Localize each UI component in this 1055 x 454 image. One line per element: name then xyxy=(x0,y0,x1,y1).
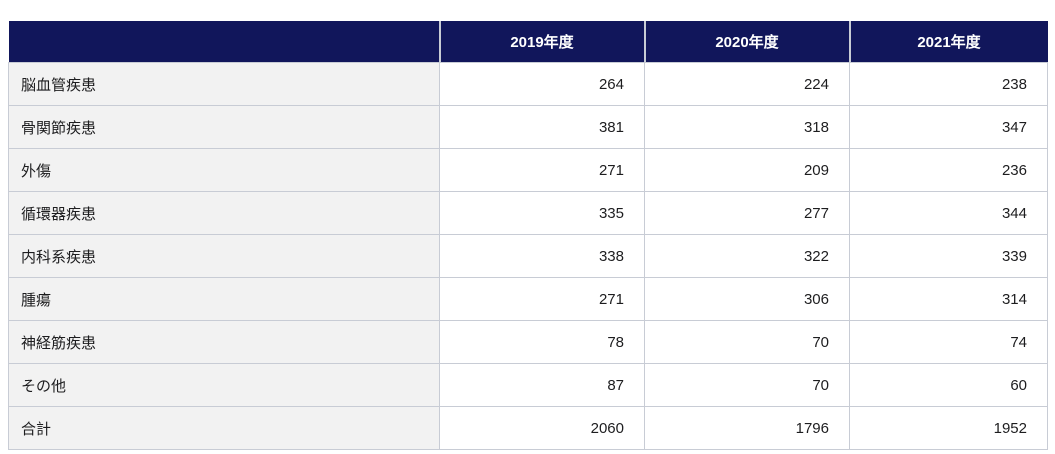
data-cell: 78 xyxy=(439,320,645,364)
row-label: 骨関節疾患 xyxy=(8,105,440,149)
data-cell: 74 xyxy=(849,320,1048,364)
row-label: 内科系疾患 xyxy=(8,234,440,278)
data-cell: 70 xyxy=(644,320,850,364)
data-cell: 335 xyxy=(439,191,645,235)
disease-count-table-container: 2019年度 2020年度 2021年度 脳血管疾患 264 224 238 骨… xyxy=(8,21,1048,450)
data-cell: 344 xyxy=(849,191,1048,235)
header-cell-2020: 2020年度 xyxy=(643,21,850,63)
data-cell: 70 xyxy=(644,363,850,407)
data-cell: 209 xyxy=(644,148,850,192)
data-cell-total: 2060 xyxy=(439,406,645,450)
header-row: 2019年度 2020年度 2021年度 xyxy=(8,21,1048,63)
row-label: 神経筋疾患 xyxy=(8,320,440,364)
data-cell-total: 1796 xyxy=(644,406,850,450)
table-row-circulatory: 循環器疾患 335 277 344 xyxy=(8,191,1048,235)
row-label: 外傷 xyxy=(8,148,440,192)
data-cell: 264 xyxy=(439,62,645,106)
data-cell: 271 xyxy=(439,148,645,192)
data-cell: 87 xyxy=(439,363,645,407)
header-corner-cell xyxy=(8,21,440,63)
data-cell: 306 xyxy=(644,277,850,321)
table-row-osteoarticular: 骨関節疾患 381 318 347 xyxy=(8,105,1048,149)
data-cell: 277 xyxy=(644,191,850,235)
row-label: 腫瘍 xyxy=(8,277,440,321)
data-cell: 339 xyxy=(849,234,1048,278)
table-row-neuromuscular: 神経筋疾患 78 70 74 xyxy=(8,320,1048,364)
data-cell: 314 xyxy=(849,277,1048,321)
table-row-cerebrovascular: 脳血管疾患 264 224 238 xyxy=(8,62,1048,106)
table-body: 脳血管疾患 264 224 238 骨関節疾患 381 318 347 外傷 2… xyxy=(8,62,1048,450)
row-label: 循環器疾患 xyxy=(8,191,440,235)
data-cell: 338 xyxy=(439,234,645,278)
data-cell: 381 xyxy=(439,105,645,149)
table-row-total: 合計 2060 1796 1952 xyxy=(8,406,1048,450)
table-row-internal-medicine: 内科系疾患 338 322 339 xyxy=(8,234,1048,278)
data-cell: 347 xyxy=(849,105,1048,149)
disease-count-table: 2019年度 2020年度 2021年度 脳血管疾患 264 224 238 骨… xyxy=(8,21,1048,450)
data-cell: 236 xyxy=(849,148,1048,192)
row-label: その他 xyxy=(8,363,440,407)
data-cell: 238 xyxy=(849,62,1048,106)
data-cell: 322 xyxy=(644,234,850,278)
table-row-trauma: 外傷 271 209 236 xyxy=(8,148,1048,192)
data-cell: 271 xyxy=(439,277,645,321)
table-row-tumor: 腫瘍 271 306 314 xyxy=(8,277,1048,321)
data-cell: 318 xyxy=(644,105,850,149)
data-cell-total: 1952 xyxy=(849,406,1048,450)
row-label: 脳血管疾患 xyxy=(8,62,440,106)
data-cell: 224 xyxy=(644,62,850,106)
row-label-total: 合計 xyxy=(8,406,440,450)
header-cell-2021: 2021年度 xyxy=(848,21,1048,63)
table-row-other: その他 87 70 60 xyxy=(8,363,1048,407)
header-cell-2019: 2019年度 xyxy=(438,21,645,63)
data-cell: 60 xyxy=(849,363,1048,407)
table-header: 2019年度 2020年度 2021年度 xyxy=(8,21,1048,63)
